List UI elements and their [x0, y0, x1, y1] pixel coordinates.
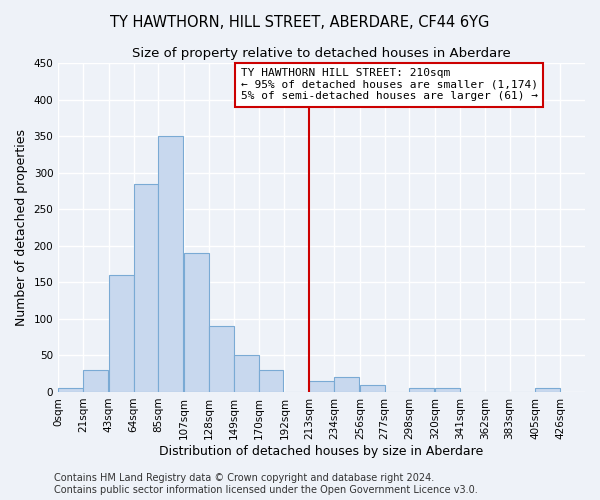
Text: TY HAWTHORN, HILL STREET, ABERDARE, CF44 6YG: TY HAWTHORN, HILL STREET, ABERDARE, CF44… [110, 15, 490, 30]
Bar [409, 388, 434, 392]
Bar [83, 370, 107, 392]
Y-axis label: Number of detached properties: Number of detached properties [15, 129, 28, 326]
Bar [360, 384, 385, 392]
Bar [259, 370, 283, 392]
Bar [158, 136, 183, 392]
Bar [184, 253, 209, 392]
Bar [535, 388, 560, 392]
Bar [134, 184, 158, 392]
Bar [109, 275, 134, 392]
Bar [58, 388, 83, 392]
Text: TY HAWTHORN HILL STREET: 210sqm
← 95% of detached houses are smaller (1,174)
5% : TY HAWTHORN HILL STREET: 210sqm ← 95% of… [241, 68, 538, 102]
Bar [234, 356, 259, 392]
Bar [309, 381, 334, 392]
X-axis label: Distribution of detached houses by size in Aberdare: Distribution of detached houses by size … [160, 444, 484, 458]
Bar [209, 326, 234, 392]
Bar [436, 388, 460, 392]
Bar [334, 378, 359, 392]
Title: Size of property relative to detached houses in Aberdare: Size of property relative to detached ho… [132, 48, 511, 60]
Text: Contains HM Land Registry data © Crown copyright and database right 2024.
Contai: Contains HM Land Registry data © Crown c… [54, 474, 478, 495]
